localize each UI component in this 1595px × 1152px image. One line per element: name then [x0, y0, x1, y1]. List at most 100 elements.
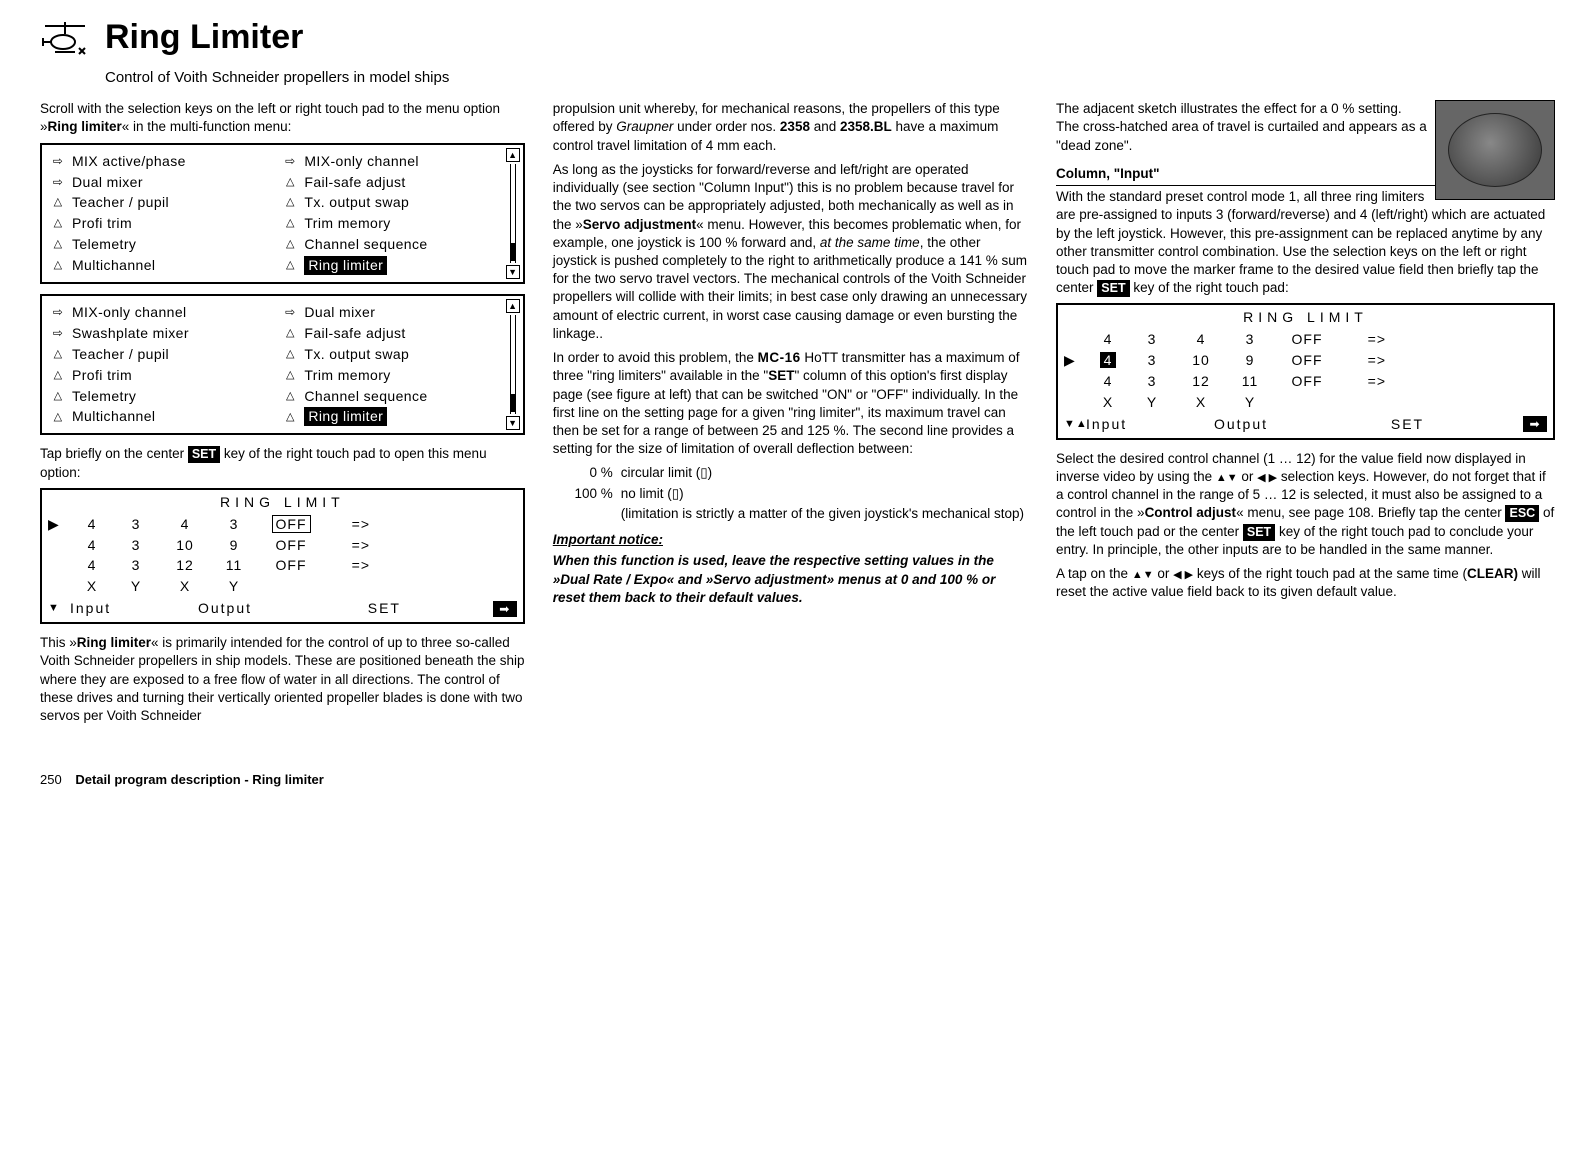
column-3: The adjacent sketch illustrates the effe… — [1056, 100, 1555, 731]
table-cell: 4 — [1086, 372, 1130, 391]
table-cell: ▶ — [1064, 351, 1086, 370]
menu-item[interactable]: △Profi trim — [50, 365, 282, 386]
menu-item-label: Ring limiter — [304, 407, 387, 426]
page-subtitle: Control of Voith Schneider propellers in… — [105, 68, 1555, 88]
menu-item-label: Trim memory — [304, 366, 390, 385]
menu-item[interactable]: △Trim memory — [282, 365, 514, 386]
menu-item-label: Tx. output swap — [304, 345, 409, 364]
table-cell: 4 — [1086, 330, 1130, 349]
list-pct: 0 % — [565, 464, 613, 482]
menu-item[interactable]: △Teacher / pupil — [50, 192, 282, 213]
table-cell: 11 — [212, 556, 256, 575]
table-cell: => — [1342, 372, 1392, 391]
table-cell: X — [1086, 393, 1130, 412]
menu-item[interactable]: △Trim memory — [282, 213, 514, 234]
c3-p3: Select the desired control channel (1 … … — [1056, 450, 1555, 559]
list-item: 0 % circular limit (▯) — [565, 464, 1028, 482]
table-cell: => — [326, 556, 376, 575]
joystick-illustration — [1435, 100, 1555, 200]
menu-item[interactable]: ⇨Dual mixer — [50, 172, 282, 193]
menu-item[interactable]: △Fail-safe adjust — [282, 172, 514, 193]
scroll-track[interactable] — [510, 315, 516, 414]
esc-key-badge: ESC — [1505, 505, 1539, 522]
ring-table-title: RING LIMIT — [1058, 305, 1553, 329]
c3-p2: With the standard preset control mode 1,… — [1056, 188, 1555, 297]
page-number: 250 — [40, 771, 62, 789]
table-cell: 4 — [1174, 330, 1228, 349]
menu-item[interactable]: ⇨MIX active/phase — [50, 151, 282, 172]
menu-item[interactable]: △Profi trim — [50, 213, 282, 234]
menu-item[interactable]: ⇨MIX-only channel — [50, 302, 282, 323]
intro-text: Scroll with the selection keys on the le… — [40, 100, 525, 136]
scroll-up-icon[interactable]: ▲ — [506, 299, 520, 313]
table-cell: X — [158, 577, 212, 596]
triangle-icon: △ — [282, 175, 298, 190]
scroll-down-icon[interactable]: ▼ — [506, 265, 520, 279]
table-cell: OFF — [256, 536, 326, 555]
menu-item[interactable]: ⇨MIX-only channel — [282, 151, 514, 172]
scroll-up-icon[interactable]: ▲ — [506, 148, 520, 162]
text: under order nos. — [673, 119, 780, 134]
column-1: Scroll with the selection keys on the le… — [40, 100, 525, 731]
triangle-icon: △ — [50, 216, 66, 231]
footer-output-label: Output — [170, 599, 280, 618]
table-cell: Y — [1130, 393, 1174, 412]
menu-item-label: Multichannel — [72, 256, 155, 275]
footer-set-label: SET — [280, 599, 489, 618]
table-cell: 10 — [158, 536, 212, 555]
table-cell: OFF — [1272, 372, 1342, 391]
table-cell: 11 — [1228, 372, 1272, 391]
scroll-thumb[interactable] — [510, 394, 516, 412]
list-text: no limit (▯) — [621, 485, 1028, 503]
table-row: XYXY — [42, 576, 523, 597]
menu-item-label: Telemetry — [72, 235, 136, 254]
menu-item[interactable]: ⇨Dual mixer — [282, 302, 514, 323]
arrow-badge: ➡ — [493, 601, 517, 617]
menu-item[interactable]: △Tx. output swap — [282, 344, 514, 365]
notice-heading: Important notice: — [553, 531, 1028, 549]
table-cell: 4 — [70, 536, 114, 555]
ring-table-footer: ▼ Input Output SET ➡ — [42, 597, 523, 622]
menu-item[interactable]: △Multichannel — [50, 255, 282, 276]
table-cell: Y — [114, 577, 158, 596]
menu-col-left: ⇨MIX-only channel⇨Swashplate mixer△Teach… — [50, 302, 282, 427]
footer-arrow-icon: ▼ — [48, 601, 70, 616]
table-cell: 3 — [114, 556, 158, 575]
table-cell: OFF — [256, 515, 326, 534]
triangle-icon: △ — [50, 368, 66, 383]
menu-item[interactable]: △Fail-safe adjust — [282, 323, 514, 344]
menu-item[interactable]: ⇨Swashplate mixer — [50, 323, 282, 344]
text-bold: SET — [768, 368, 794, 383]
column-2: propulsion unit whereby, for mechanical … — [553, 100, 1028, 731]
table-row: 4343OFF=> — [1058, 329, 1553, 350]
menu-item-label: Trim memory — [304, 214, 390, 233]
table-cell: 4 — [70, 556, 114, 575]
scrollbar[interactable]: ▲ ▼ — [506, 299, 520, 430]
content-columns: Scroll with the selection keys on the le… — [40, 100, 1555, 731]
text-bold: CLEAR) — [1467, 566, 1518, 581]
scroll-down-icon[interactable]: ▼ — [506, 416, 520, 430]
menu-item[interactable]: △Ring limiter — [282, 255, 514, 276]
menu-item[interactable]: △Tx. output swap — [282, 192, 514, 213]
scroll-track[interactable] — [510, 164, 516, 263]
menu-item[interactable]: △Telemetry — [50, 386, 282, 407]
menu-item[interactable]: △Teacher / pupil — [50, 344, 282, 365]
percent-list: 0 %circular limit (▯)100 %no limit (▯)(l… — [565, 464, 1028, 523]
arrow-symbols: ▲▼ — [1216, 472, 1238, 484]
scrollbar[interactable]: ▲ ▼ — [506, 148, 520, 279]
page-title: Ring Limiter — [105, 20, 303, 54]
menu-col-left: ⇨MIX active/phase⇨Dual mixer△Teacher / p… — [50, 151, 282, 276]
list-item: (limitation is strictly a matter of the … — [565, 505, 1028, 523]
list-text: circular limit (▯) — [621, 464, 1028, 482]
scroll-thumb[interactable] — [510, 243, 516, 261]
menu-item[interactable]: △Channel sequence — [282, 386, 514, 407]
triangle-icon: △ — [282, 410, 298, 425]
menu-item[interactable]: △Multichannel — [50, 406, 282, 427]
menu-item-label: Tx. output swap — [304, 193, 409, 212]
menu-item[interactable]: △Channel sequence — [282, 234, 514, 255]
mixer-icon: ⇨ — [50, 304, 66, 320]
menu-item[interactable]: △ Ring limiter — [282, 406, 514, 427]
mixer-icon: ⇨ — [50, 325, 66, 341]
menu-item-label: Dual mixer — [72, 173, 143, 192]
menu-item[interactable]: △Telemetry — [50, 234, 282, 255]
